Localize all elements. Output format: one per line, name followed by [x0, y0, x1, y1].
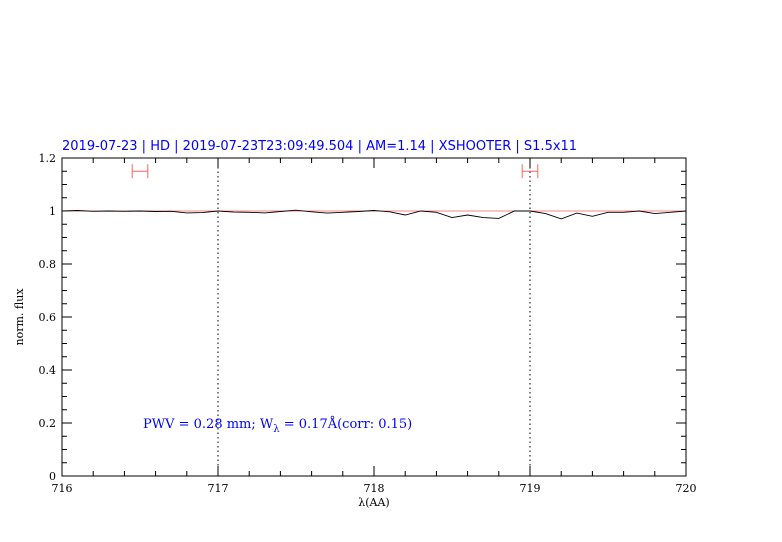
annotation: PWV = 0.28 mm; Wλ = 0.17Å(corr: 0.15): [143, 416, 412, 435]
error-bars: [131, 164, 539, 179]
y-tick-label: 0.8: [39, 258, 57, 271]
x-tick-label: 717: [208, 482, 229, 495]
y-tick-label: 0.6: [39, 311, 57, 324]
x-tick-label: 719: [520, 482, 541, 495]
series-line: [61, 209, 687, 220]
x-tick-label: 718: [364, 482, 385, 495]
error-bar: [521, 164, 539, 179]
y-tick-label: 1.2: [39, 152, 57, 165]
x-tick-label: 720: [676, 482, 697, 495]
error-bar: [131, 164, 149, 179]
tick-labels: 716 717 718 719 720 0 0.2 0.4 0.6 0.8 1 1.2: [39, 152, 697, 495]
annotation-subscript: λ: [273, 424, 280, 435]
chart-title: 2019-07-23 | HD | 2019-07-23T23:09:49.50…: [62, 139, 577, 154]
y-tick-label: 0: [49, 470, 56, 483]
y-tick-label: 0.2: [39, 417, 57, 430]
y-tick-label: 1: [49, 205, 56, 218]
x-tick-label: 716: [52, 482, 73, 495]
vertical-markers: [217, 158, 531, 476]
plot-frame: [61, 157, 687, 477]
y-tick-label: 0.4: [39, 364, 57, 377]
y-axis-label: norm. flux: [13, 288, 26, 346]
annotation-suffix: = 0.17Å(corr: 0.15): [280, 416, 413, 432]
x-axis-label: λ(AA): [358, 496, 389, 509]
annotation-prefix: PWV = 0.28 mm; W: [143, 417, 274, 432]
